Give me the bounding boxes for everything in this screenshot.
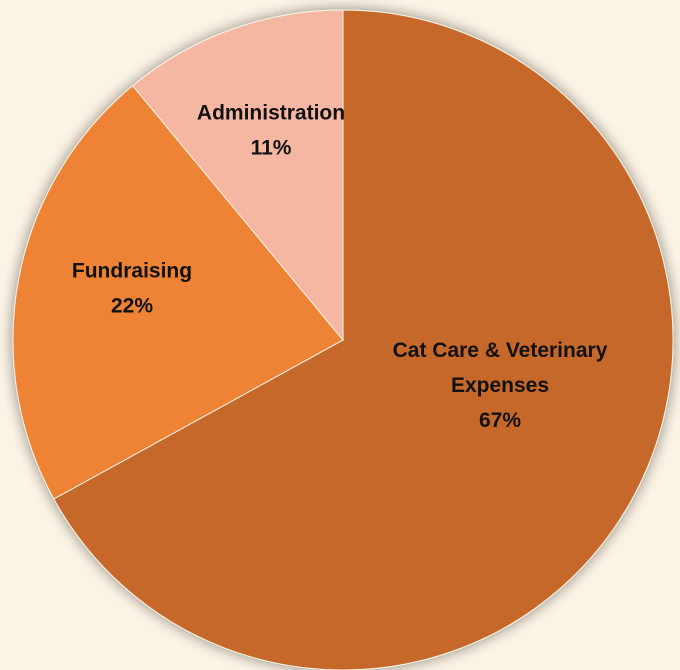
slice-name-label: Fundraising bbox=[72, 260, 192, 283]
slice-label-cat-care-veterinary-expenses: Cat Care & Veterinary Expenses 67% bbox=[393, 339, 608, 432]
slice-name-label: Cat Care & Veterinary bbox=[393, 339, 608, 362]
pie-labels-group: Cat Care & Veterinary Expenses 67% Fundrais… bbox=[72, 102, 608, 433]
slice-name-label: Expenses bbox=[451, 374, 549, 397]
slice-name-label: Administration bbox=[197, 102, 345, 125]
pie-slice-fundraising bbox=[12, 85, 344, 500]
slice-label-fundraising: Fundraising 22% bbox=[72, 260, 192, 318]
slice-percent-label: 22% bbox=[111, 295, 153, 318]
slice-label-administration: Administration 11% bbox=[197, 102, 345, 160]
pie-slice-cat-care-veterinary-expenses bbox=[53, 9, 674, 670]
pie-slice-administration bbox=[131, 9, 344, 342]
slice-percent-label: 67% bbox=[479, 409, 521, 432]
slice-percent-label: 11% bbox=[251, 137, 292, 160]
pie-slices-group bbox=[12, 9, 674, 670]
